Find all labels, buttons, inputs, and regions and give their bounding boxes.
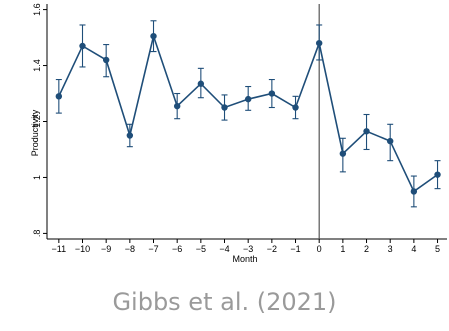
data-points bbox=[55, 32, 441, 195]
series-line-group bbox=[58, 33, 438, 193]
data-point bbox=[173, 102, 181, 110]
y-tick-label: 1 bbox=[32, 175, 42, 180]
y-tick-label: 1.4 bbox=[32, 59, 42, 72]
data-point bbox=[244, 95, 252, 103]
x-tick-label: 5 bbox=[435, 244, 440, 254]
x-tick-label: 4 bbox=[411, 244, 416, 254]
x-tick-label: −1 bbox=[290, 244, 300, 254]
data-point bbox=[315, 39, 323, 47]
x-tick-label: −10 bbox=[75, 244, 90, 254]
error-bars bbox=[55, 20, 441, 208]
y-tick-label: 1.2 bbox=[32, 115, 42, 128]
x-tick-label: −7 bbox=[148, 244, 158, 254]
y-axis-title: Productivity bbox=[30, 109, 40, 156]
x-tick-label: −6 bbox=[172, 244, 182, 254]
data-point bbox=[55, 93, 63, 100]
x-tick-label: −4 bbox=[219, 244, 229, 254]
data-point bbox=[386, 137, 394, 145]
productivity-chart: .811.21.41.6−11 −10 −9 −8 −7 −6 −5 −4 −3 −2 −1 0 1 2 3… bbox=[30, 3, 447, 264]
data-point bbox=[221, 104, 228, 111]
data-point bbox=[197, 80, 205, 87]
x-tick-label: −11 bbox=[52, 244, 67, 254]
data-point bbox=[339, 150, 347, 157]
data-point bbox=[292, 104, 299, 111]
y-tick-label: 1.6 bbox=[32, 3, 42, 16]
x-axis-title: Month bbox=[232, 254, 257, 264]
x-tick-label: −8 bbox=[125, 244, 135, 254]
data-point bbox=[126, 132, 134, 139]
data-point bbox=[150, 32, 157, 40]
data-point bbox=[434, 171, 441, 178]
data-point bbox=[363, 128, 370, 135]
data-point bbox=[268, 90, 276, 97]
y-tick-label: .8 bbox=[32, 230, 42, 238]
x-tick-label: −9 bbox=[101, 244, 111, 254]
data-point bbox=[410, 188, 418, 195]
x-tick-label: 0 bbox=[317, 244, 322, 254]
source-caption: Gibbs et al. (2021) bbox=[112, 288, 337, 316]
x-tick-label: −2 bbox=[267, 244, 277, 254]
x-tick-label: 3 bbox=[388, 244, 393, 254]
x-tick-label: −3 bbox=[243, 244, 253, 254]
data-point bbox=[79, 42, 86, 50]
series-line bbox=[58, 33, 438, 193]
x-tick-label: 1 bbox=[340, 244, 345, 254]
x-tick-label: 2 bbox=[364, 244, 369, 254]
data-point bbox=[102, 56, 110, 64]
axes: .811.21.41.6−11 −10 −9 −8 −7 −6 −5 −4 −3 −2 −1 0 1 2 3… bbox=[32, 3, 447, 254]
x-tick-label: −5 bbox=[196, 244, 206, 254]
